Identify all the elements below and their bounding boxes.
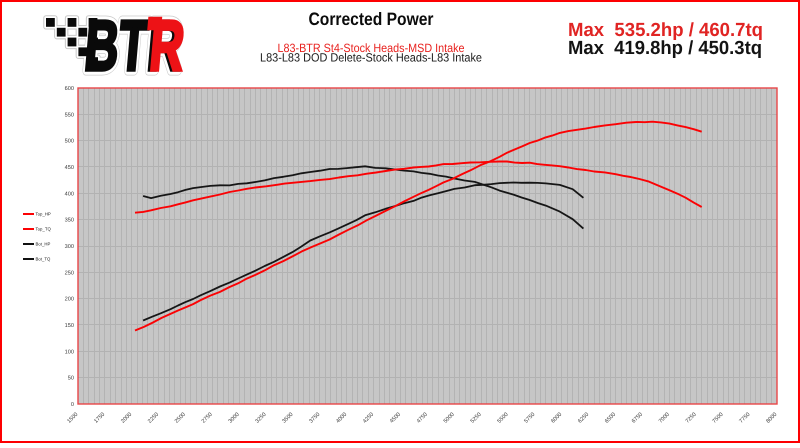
svg-text:600: 600	[65, 86, 74, 92]
svg-text:100: 100	[65, 349, 74, 355]
svg-text:Top_TQ: Top_TQ	[36, 227, 52, 232]
svg-text:BTR: BTR	[82, 7, 185, 86]
svg-text:Max 535.2hp / 460.7tq: Max 535.2hp / 460.7tq	[568, 20, 763, 41]
svg-text:500: 500	[65, 139, 74, 145]
svg-text:350: 350	[65, 218, 74, 224]
svg-text:L83-BTR St4-Stock Heads-MSD In: L83-BTR St4-Stock Heads-MSD Intake	[278, 41, 465, 55]
svg-text:50: 50	[68, 376, 74, 382]
svg-text:R: R	[144, 7, 185, 86]
svg-text:BT: BT	[82, 7, 151, 86]
svg-text:550: 550	[65, 112, 74, 118]
svg-text:200: 200	[65, 297, 74, 303]
svg-text:Bot_TQ: Bot_TQ	[36, 257, 51, 262]
svg-text:R: R	[147, 7, 188, 86]
svg-text:Corrected Power: Corrected Power	[309, 9, 434, 29]
svg-text:Top_HP: Top_HP	[36, 212, 51, 217]
svg-text:0: 0	[71, 402, 74, 408]
svg-text:Bot_HP: Bot_HP	[36, 242, 51, 247]
svg-text:L83-L83 DOD Delete-Stock Heads: L83-L83 DOD Delete-Stock Heads-L83 Intak…	[260, 51, 482, 65]
svg-text:Max 419.8hp / 450.3tq: Max 419.8hp / 450.3tq	[568, 38, 762, 59]
svg-text:400: 400	[65, 191, 74, 197]
svg-text:300: 300	[65, 244, 74, 250]
svg-text:150: 150	[65, 323, 74, 329]
svg-text:250: 250	[65, 270, 74, 276]
svg-text:450: 450	[65, 165, 74, 171]
